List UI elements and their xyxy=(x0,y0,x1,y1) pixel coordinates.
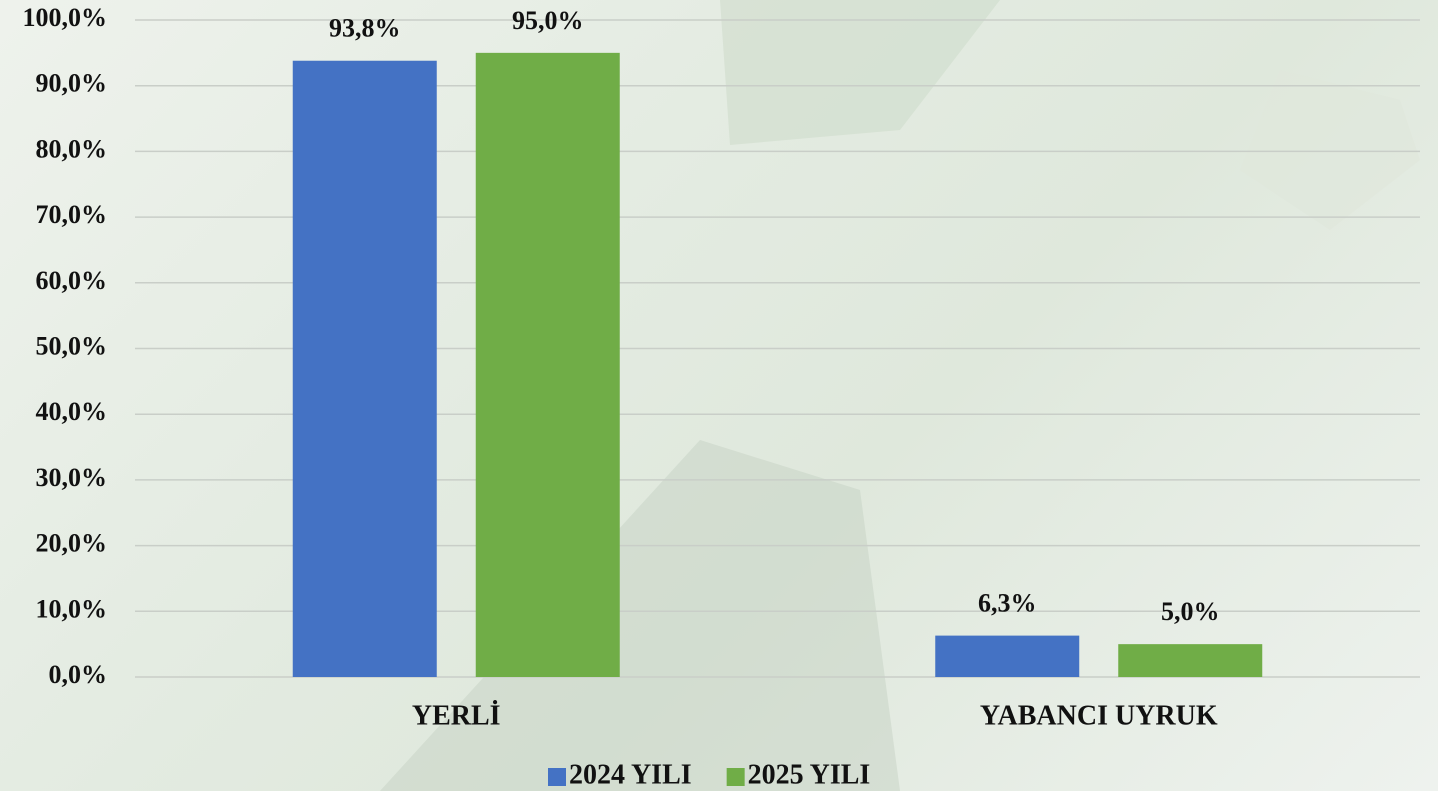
y-tick-label: 0,0% xyxy=(49,660,108,689)
y-tick-label: 100,0% xyxy=(23,3,108,32)
background-shape xyxy=(720,0,1000,145)
chart: 0,0% 10,0% 20,0% 30,0% 40,0% 50,0% 60,0% 70,0% 8… xyxy=(0,0,1438,791)
y-tick-label: 20,0% xyxy=(36,529,108,558)
y-tick-label: 60,0% xyxy=(36,266,108,295)
page: 0,0% 10,0% 20,0% 30,0% 40,0% 50,0% 60,0% 70,0% 8… xyxy=(0,0,1438,791)
value-label: 6,3% xyxy=(978,589,1037,618)
legend-label: 2025 YILI xyxy=(748,759,871,790)
y-tick-label: 70,0% xyxy=(36,200,108,229)
y-tick-label: 30,0% xyxy=(36,463,108,492)
y-tick-label: 90,0% xyxy=(36,69,108,98)
legend-swatch xyxy=(548,768,566,786)
bar xyxy=(293,61,437,677)
y-tick-label: 50,0% xyxy=(36,331,108,360)
y-tick-label: 80,0% xyxy=(36,134,108,163)
value-label: 5,0% xyxy=(1161,597,1220,626)
y-tick-label: 10,0% xyxy=(36,594,108,623)
bar xyxy=(1118,644,1262,677)
background-shape xyxy=(1240,70,1420,230)
y-tick-label: 40,0% xyxy=(36,397,108,426)
x-tick-label: YERLİ xyxy=(412,700,501,731)
value-label: 95,0% xyxy=(512,6,584,35)
value-label: 93,8% xyxy=(329,14,401,43)
background-shape xyxy=(380,440,900,791)
bar xyxy=(935,636,1079,677)
bar xyxy=(476,53,620,677)
x-tick-label: YABANCI UYRUK xyxy=(980,700,1218,731)
legend-label: 2024 YILI xyxy=(569,759,692,790)
legend-swatch xyxy=(727,768,745,786)
